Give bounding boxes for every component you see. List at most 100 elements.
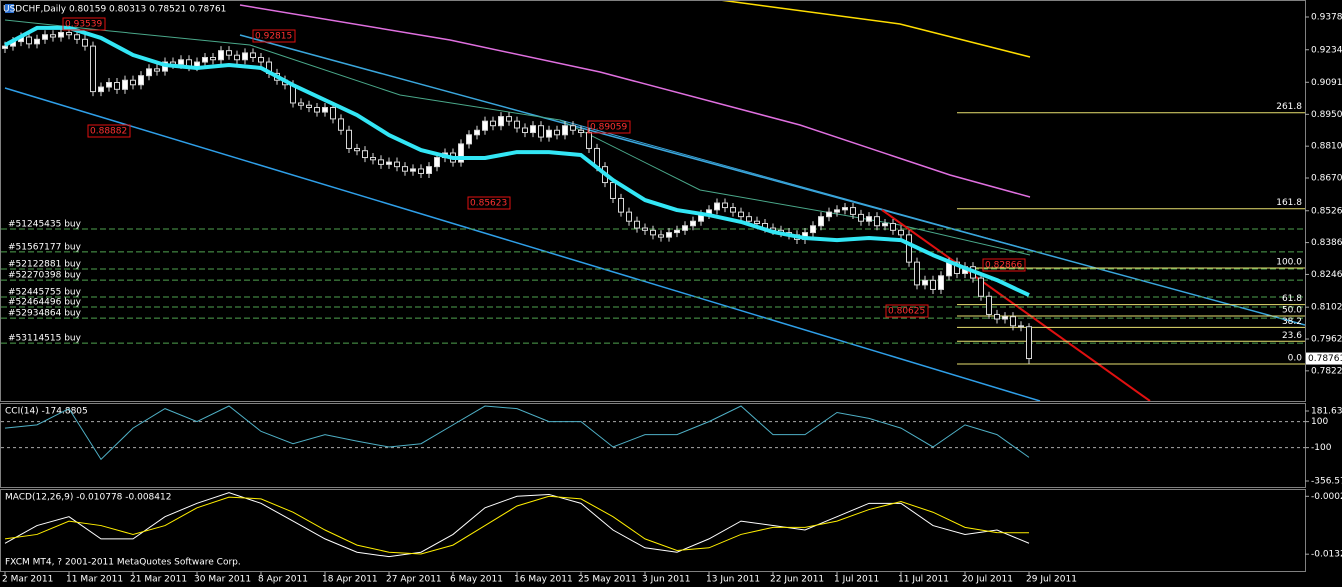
candle-body [850,207,856,215]
price-label: 0.82866 [985,261,1022,271]
candle-body [658,234,664,238]
symbol-icon [5,4,14,13]
current-price-box [1306,352,1342,365]
candle-body [522,127,528,134]
candle-body [402,166,408,172]
price-label-box [252,29,296,43]
x-tick-label: 21 Mar 2011 [130,575,187,585]
candle-body [122,79,128,90]
candle-body [306,104,312,109]
order-label: #52445755 buy [8,287,82,297]
candle-body [426,166,432,174]
candle-body [50,34,56,38]
candle-body [978,277,984,297]
x-tick-label: 6 May 2011 [450,575,503,585]
copyright: FXCM MT4, ? 2001-2011 MetaQuotes Softwar… [5,558,241,568]
candle-body [298,102,304,106]
y-tick-label: 0.78220 [1311,366,1342,376]
candle-body [842,207,848,211]
candle-body [74,34,80,40]
candle-body [370,157,376,161]
y-tick-label: -0.01324 [1311,550,1342,560]
price-label-box [467,196,511,210]
candle-body [634,220,640,229]
price-label-box [982,258,1026,272]
candle-body [490,120,496,127]
price-label: 0.88882 [90,127,127,137]
fibonacci-label: 50.0 [1282,306,1302,316]
price-label-box [885,304,929,318]
candle-body [386,161,392,165]
candle-body [314,107,320,113]
candle-body [818,216,824,227]
candle-body [258,56,264,63]
candle-body [514,120,520,129]
candle-body [218,50,224,61]
x-tick-label: 3 Jun 2011 [642,575,690,585]
candle-body [26,36,32,45]
candle-body [682,225,688,231]
candle-body [338,118,344,131]
candle-body [210,56,216,61]
candle-body [986,295,992,315]
trend-line [881,209,1151,401]
macd-title: MACD(12,26,9) -0.010778 -0.008412 [5,493,171,503]
y-tick-label: 100 [1311,417,1328,427]
indicator-line [4,405,1030,461]
candle-body [58,31,64,38]
candle-body [922,279,928,286]
candle-body [146,68,152,77]
order-label: #53114515 buy [8,334,82,344]
candle-body [674,229,680,234]
candle-body [130,79,136,86]
y-tick-label: -356.571 [1311,477,1342,487]
price-label-box [62,17,106,31]
candle-body [810,225,816,234]
order-label: #51567177 buy [8,242,82,252]
drawings [4,1,1305,401]
long-average [239,4,1031,198]
candle-body [914,261,920,286]
candle-body [242,52,248,61]
x-tick-label: 11 Jul 2011 [898,575,949,585]
candle-body [866,216,872,222]
price-label: 0.89059 [590,123,627,133]
candle-body [530,125,536,134]
candle-body [394,161,400,168]
candle-body [418,168,424,174]
candle-body [226,50,232,56]
moving-average [4,25,1030,297]
candle-body [354,147,360,152]
candle-body [666,232,672,238]
candle-body [1026,326,1032,360]
fibonacci-label: 261.8 [1276,102,1302,112]
candle-body [154,68,160,72]
x-tick-label: 22 Jun 2011 [770,575,824,585]
order-label: #52270398 buy [8,271,82,281]
candle-body [234,54,240,61]
candle-body [98,86,104,93]
candle-body [106,82,112,88]
candle-body [626,211,632,222]
candle-body [754,220,760,224]
candle-body [882,222,888,227]
current-price-label: 0.78761 [1308,354,1342,364]
candle-body [466,134,472,145]
x-tick-label: 18 Apr 2011 [322,575,378,585]
x-tick-label: 29 Jul 2011 [1026,575,1077,585]
candle-body [498,116,504,127]
y-tick-label: 181.6380 [1311,407,1342,417]
candle-body [1010,316,1016,327]
candle-body [562,125,568,136]
candle-body [642,227,648,231]
order-label: #52122881 buy [8,259,82,269]
channel-line [4,87,1041,401]
candle-body [434,157,440,168]
